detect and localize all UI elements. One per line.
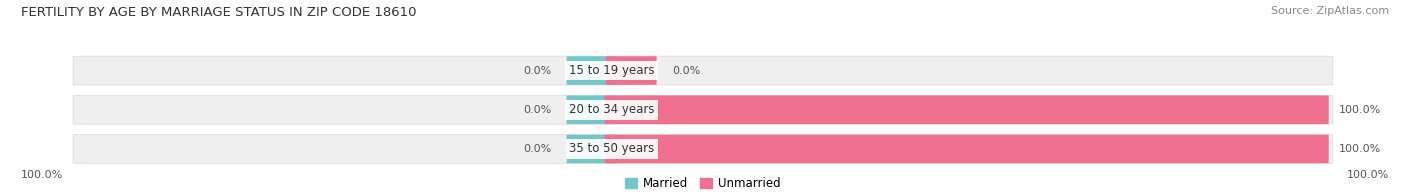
- FancyBboxPatch shape: [567, 135, 617, 163]
- Text: 100.0%: 100.0%: [1339, 105, 1381, 115]
- Text: 0.0%: 0.0%: [523, 65, 551, 76]
- FancyBboxPatch shape: [73, 56, 1333, 85]
- Text: 0.0%: 0.0%: [523, 105, 551, 115]
- Text: 100.0%: 100.0%: [1339, 144, 1381, 154]
- Text: 100.0%: 100.0%: [21, 170, 63, 180]
- Text: 100.0%: 100.0%: [1347, 170, 1389, 180]
- FancyBboxPatch shape: [73, 95, 1333, 124]
- Text: 0.0%: 0.0%: [672, 65, 700, 76]
- Text: 15 to 19 years: 15 to 19 years: [569, 64, 654, 77]
- FancyBboxPatch shape: [605, 135, 1329, 163]
- Text: FERTILITY BY AGE BY MARRIAGE STATUS IN ZIP CODE 18610: FERTILITY BY AGE BY MARRIAGE STATUS IN Z…: [21, 6, 416, 19]
- FancyBboxPatch shape: [606, 56, 657, 85]
- Legend: Married, Unmarried: Married, Unmarried: [626, 177, 780, 190]
- FancyBboxPatch shape: [567, 95, 617, 124]
- Text: Source: ZipAtlas.com: Source: ZipAtlas.com: [1271, 6, 1389, 16]
- Text: 0.0%: 0.0%: [523, 144, 551, 154]
- FancyBboxPatch shape: [567, 56, 617, 85]
- Text: 35 to 50 years: 35 to 50 years: [569, 142, 654, 155]
- FancyBboxPatch shape: [605, 95, 1329, 124]
- FancyBboxPatch shape: [73, 134, 1333, 163]
- Text: 20 to 34 years: 20 to 34 years: [569, 103, 654, 116]
